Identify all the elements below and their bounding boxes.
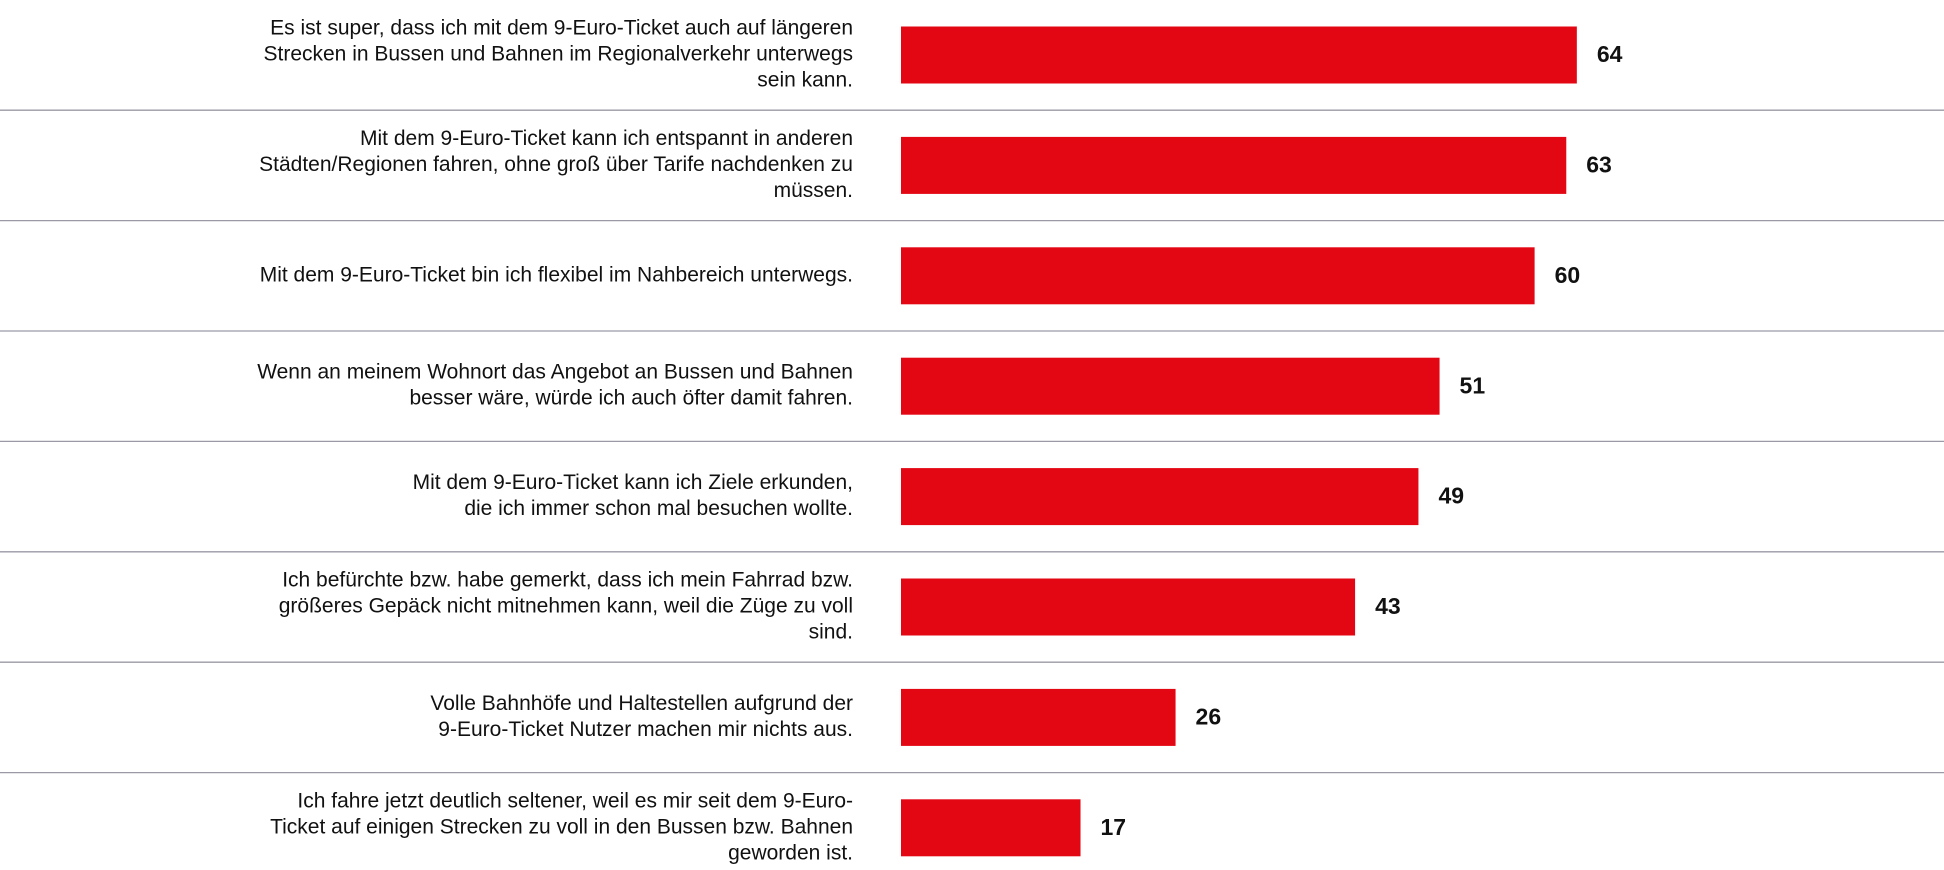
category-label: geworden ist.: [728, 841, 853, 864]
value-label: 60: [1555, 262, 1581, 288]
value-label: 51: [1460, 372, 1486, 398]
bar: [901, 247, 1535, 305]
bar: [901, 136, 1567, 194]
value-label: 43: [1375, 593, 1401, 619]
bar: [901, 578, 1356, 636]
category-label: größeres Gepäck nicht mitnehmen kann, we…: [279, 595, 853, 618]
bar: [901, 26, 1577, 84]
category-label: Strecken in Bussen und Bahnen im Regiona…: [263, 43, 853, 66]
category-label: die ich immer schon mal besuchen wollte.: [464, 497, 853, 520]
category-label: sein kann.: [757, 69, 853, 92]
category-label: Mit dem 9-Euro-Ticket kann ich Ziele erk…: [413, 471, 853, 494]
value-label: 64: [1597, 41, 1623, 67]
category-label: Volle Bahnhöfe und Haltestellen aufgrund…: [430, 692, 853, 715]
bar: [901, 357, 1440, 415]
bar: [901, 688, 1176, 746]
category-label: besser wäre, würde ich auch öfter damit …: [409, 387, 853, 410]
bar: [901, 799, 1081, 857]
bar: [901, 468, 1419, 526]
category-label: Es ist super, dass ich mit dem 9-Euro-Ti…: [270, 17, 853, 40]
category-label: Mit dem 9-Euro-Ticket kann ich entspannt…: [360, 127, 853, 150]
category-label: Mit dem 9-Euro-Ticket bin ich flexibel i…: [260, 263, 853, 286]
category-label: 9-Euro-Ticket Nutzer machen mir nichts a…: [438, 718, 853, 741]
value-label: 49: [1438, 483, 1464, 509]
value-label: 63: [1586, 151, 1612, 177]
value-label: 17: [1101, 814, 1127, 840]
category-label: sind.: [809, 621, 853, 644]
category-label: Ich befürchte bzw. habe gemerkt, dass ic…: [282, 569, 853, 592]
category-label: müssen.: [774, 179, 853, 202]
value-label: 26: [1196, 703, 1222, 729]
category-label: Städten/Regionen fahren, ohne groß über …: [259, 153, 853, 176]
category-label: Wenn an meinem Wohnort das Angebot an Bu…: [257, 361, 853, 384]
category-label: Ich fahre jetzt deutlich seltener, weil …: [297, 789, 853, 812]
category-label: Ticket auf einigen Strecken zu voll in d…: [270, 815, 853, 838]
